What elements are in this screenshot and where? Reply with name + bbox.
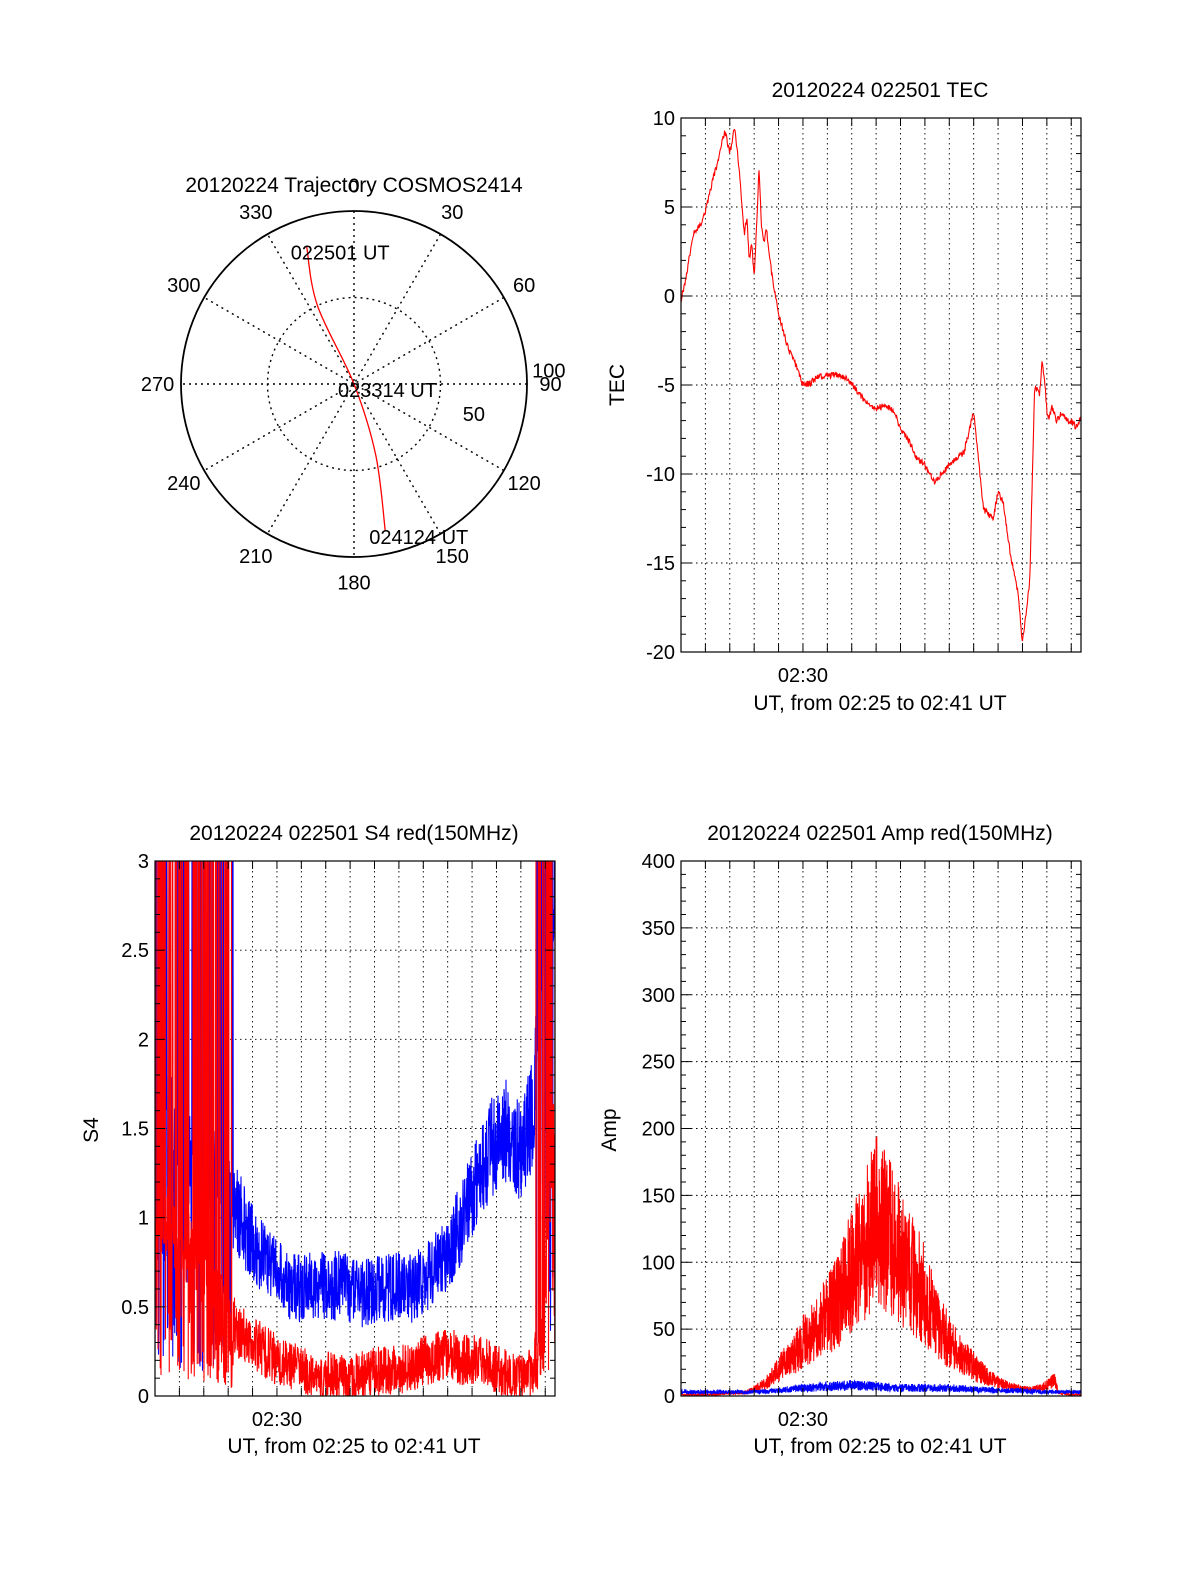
polar-time-annotation: 023314 UT — [338, 380, 437, 402]
amp-x-axis-label: UT, from 02:25 to 02:41 UT — [753, 1435, 1006, 1458]
polar-azimuth-label: 150 — [436, 546, 469, 568]
y-tick-label: 5 — [664, 197, 675, 219]
y-tick-label: 0 — [138, 1386, 149, 1408]
y-tick-label: 50 — [653, 1319, 675, 1341]
y-tick-label: 0 — [664, 286, 675, 308]
y-tick-label: -10 — [646, 464, 675, 486]
amp-y-axis-label: Amp — [598, 1108, 621, 1151]
y-tick-label: 10 — [653, 108, 675, 130]
tec-ticks — [681, 117, 1081, 653]
polar-azimuth-label: 300 — [167, 275, 200, 297]
polar-azimuth-label: 0 — [348, 176, 359, 198]
y-tick-label: 300 — [642, 985, 675, 1007]
polar-trajectory-line — [306, 246, 386, 532]
x-tick-label: 02:30 — [778, 665, 828, 687]
y-tick-label: 200 — [642, 1119, 675, 1141]
y-tick-label: 2.5 — [121, 940, 149, 962]
y-tick-label: 350 — [642, 918, 675, 940]
polar-spoke-60 — [203, 296, 505, 472]
polar-time-annotation: 024124 UT — [369, 527, 468, 549]
polar-annotations: 022501 UT 023314 UT 024124 UT — [291, 243, 469, 550]
polar-spoke-30 — [266, 233, 442, 535]
polar-azimuth-labels: 0 30 60 90 120 150 180 210 240 270 300 330 — [141, 176, 562, 595]
s4-title: 20120224 022501 S4 red(150MHz) — [189, 822, 518, 845]
y-tick-label: 3 — [138, 851, 149, 873]
y-tick-label: 150 — [642, 1185, 675, 1207]
polar-azimuth-label: 60 — [513, 275, 535, 297]
amp-series-red — [681, 1136, 1081, 1396]
tec-series-line — [681, 128, 1081, 642]
y-tick-label: 1.5 — [121, 1119, 149, 1141]
amp-series-blue — [681, 1379, 1081, 1396]
polar-spoke-120 — [203, 296, 505, 472]
tec-grid — [681, 118, 1081, 652]
s4-x-axis-label: UT, from 02:25 to 02:41 UT — [227, 1435, 480, 1458]
tec-x-axis-label: UT, from 02:25 to 02:41 UT — [753, 692, 1006, 715]
s4-series-red — [155, 861, 555, 1396]
amp-y-tick-labels: 0 50 100 150 200 250 300 350 400 — [642, 851, 675, 1408]
tec-panel: 20120224 022501 TEC -20 -15 -10 -5 0 5 10 02:3… — [606, 79, 1082, 715]
polar-azimuth-label: 180 — [337, 572, 370, 594]
polar-spokes — [181, 211, 527, 557]
polar-azimuth-label: 330 — [239, 202, 272, 224]
s4-series-layer — [155, 861, 555, 1396]
polar-azimuth-label: 30 — [441, 202, 463, 224]
tec-series-layer — [681, 128, 1081, 642]
polar-radial-labels: 50 100 — [463, 361, 566, 426]
amp-title: 20120224 022501 Amp red(150MHz) — [707, 822, 1053, 845]
tec-title: 20120224 022501 TEC — [772, 79, 989, 102]
polar-azimuth-label: 210 — [239, 546, 272, 568]
s4-y-axis-label: S4 — [80, 1117, 103, 1143]
y-tick-label: -15 — [646, 553, 675, 575]
polar-title: 20120224 Trajectory COSMOS2414 — [185, 174, 523, 197]
y-tick-label: 1 — [138, 1208, 149, 1230]
tec-y-tick-labels: -20 -15 -10 -5 0 5 10 — [646, 108, 675, 664]
amp-grid — [681, 861, 1081, 1396]
amp-ticks — [681, 860, 1081, 1397]
s4-y-tick-labels: 0 0.5 1 1.5 2 2.5 3 — [121, 851, 149, 1408]
polar-trajectory-panel: 20120224 Trajectory COSMOS2414 0 30 60 90 12… — [141, 174, 566, 594]
polar-radial-label: 100 — [532, 361, 565, 383]
tec-y-axis-label: TEC — [606, 364, 629, 406]
x-tick-label: 02:30 — [778, 1409, 828, 1431]
polar-radial-label: 50 — [463, 404, 485, 426]
polar-azimuth-label: 270 — [141, 374, 174, 396]
s4-series-blue — [155, 861, 555, 1371]
polar-azimuth-label: 120 — [507, 473, 540, 495]
y-tick-label: -5 — [657, 375, 675, 397]
polar-time-annotation: 022501 UT — [291, 243, 390, 265]
s4-x-tick-labels: 02:30 — [252, 1409, 302, 1431]
polar-spoke-150 — [266, 233, 442, 535]
y-tick-label: 0 — [664, 1386, 675, 1408]
amp-x-tick-labels: 02:30 — [778, 1409, 828, 1431]
tec-x-tick-labels: 02:30 — [778, 665, 828, 687]
y-tick-label: 250 — [642, 1052, 675, 1074]
amp-series-layer — [681, 1136, 1081, 1396]
y-tick-label: 100 — [642, 1252, 675, 1274]
x-tick-label: 02:30 — [252, 1409, 302, 1431]
y-tick-label: 0.5 — [121, 1297, 149, 1319]
s4-ticks — [155, 860, 555, 1397]
s4-panel: 20120224 022501 S4 red(150MHz) 0 0.5 1 1.5 2… — [80, 822, 556, 1458]
amp-panel: 20120224 022501 Amp red(150MHz) 0 50 100 15… — [598, 822, 1082, 1458]
y-tick-label: 400 — [642, 851, 675, 873]
polar-azimuth-label: 240 — [167, 473, 200, 495]
polar-azimuth-label: 90 — [539, 374, 561, 396]
y-tick-label: -20 — [646, 642, 675, 664]
y-tick-label: 2 — [138, 1029, 149, 1051]
